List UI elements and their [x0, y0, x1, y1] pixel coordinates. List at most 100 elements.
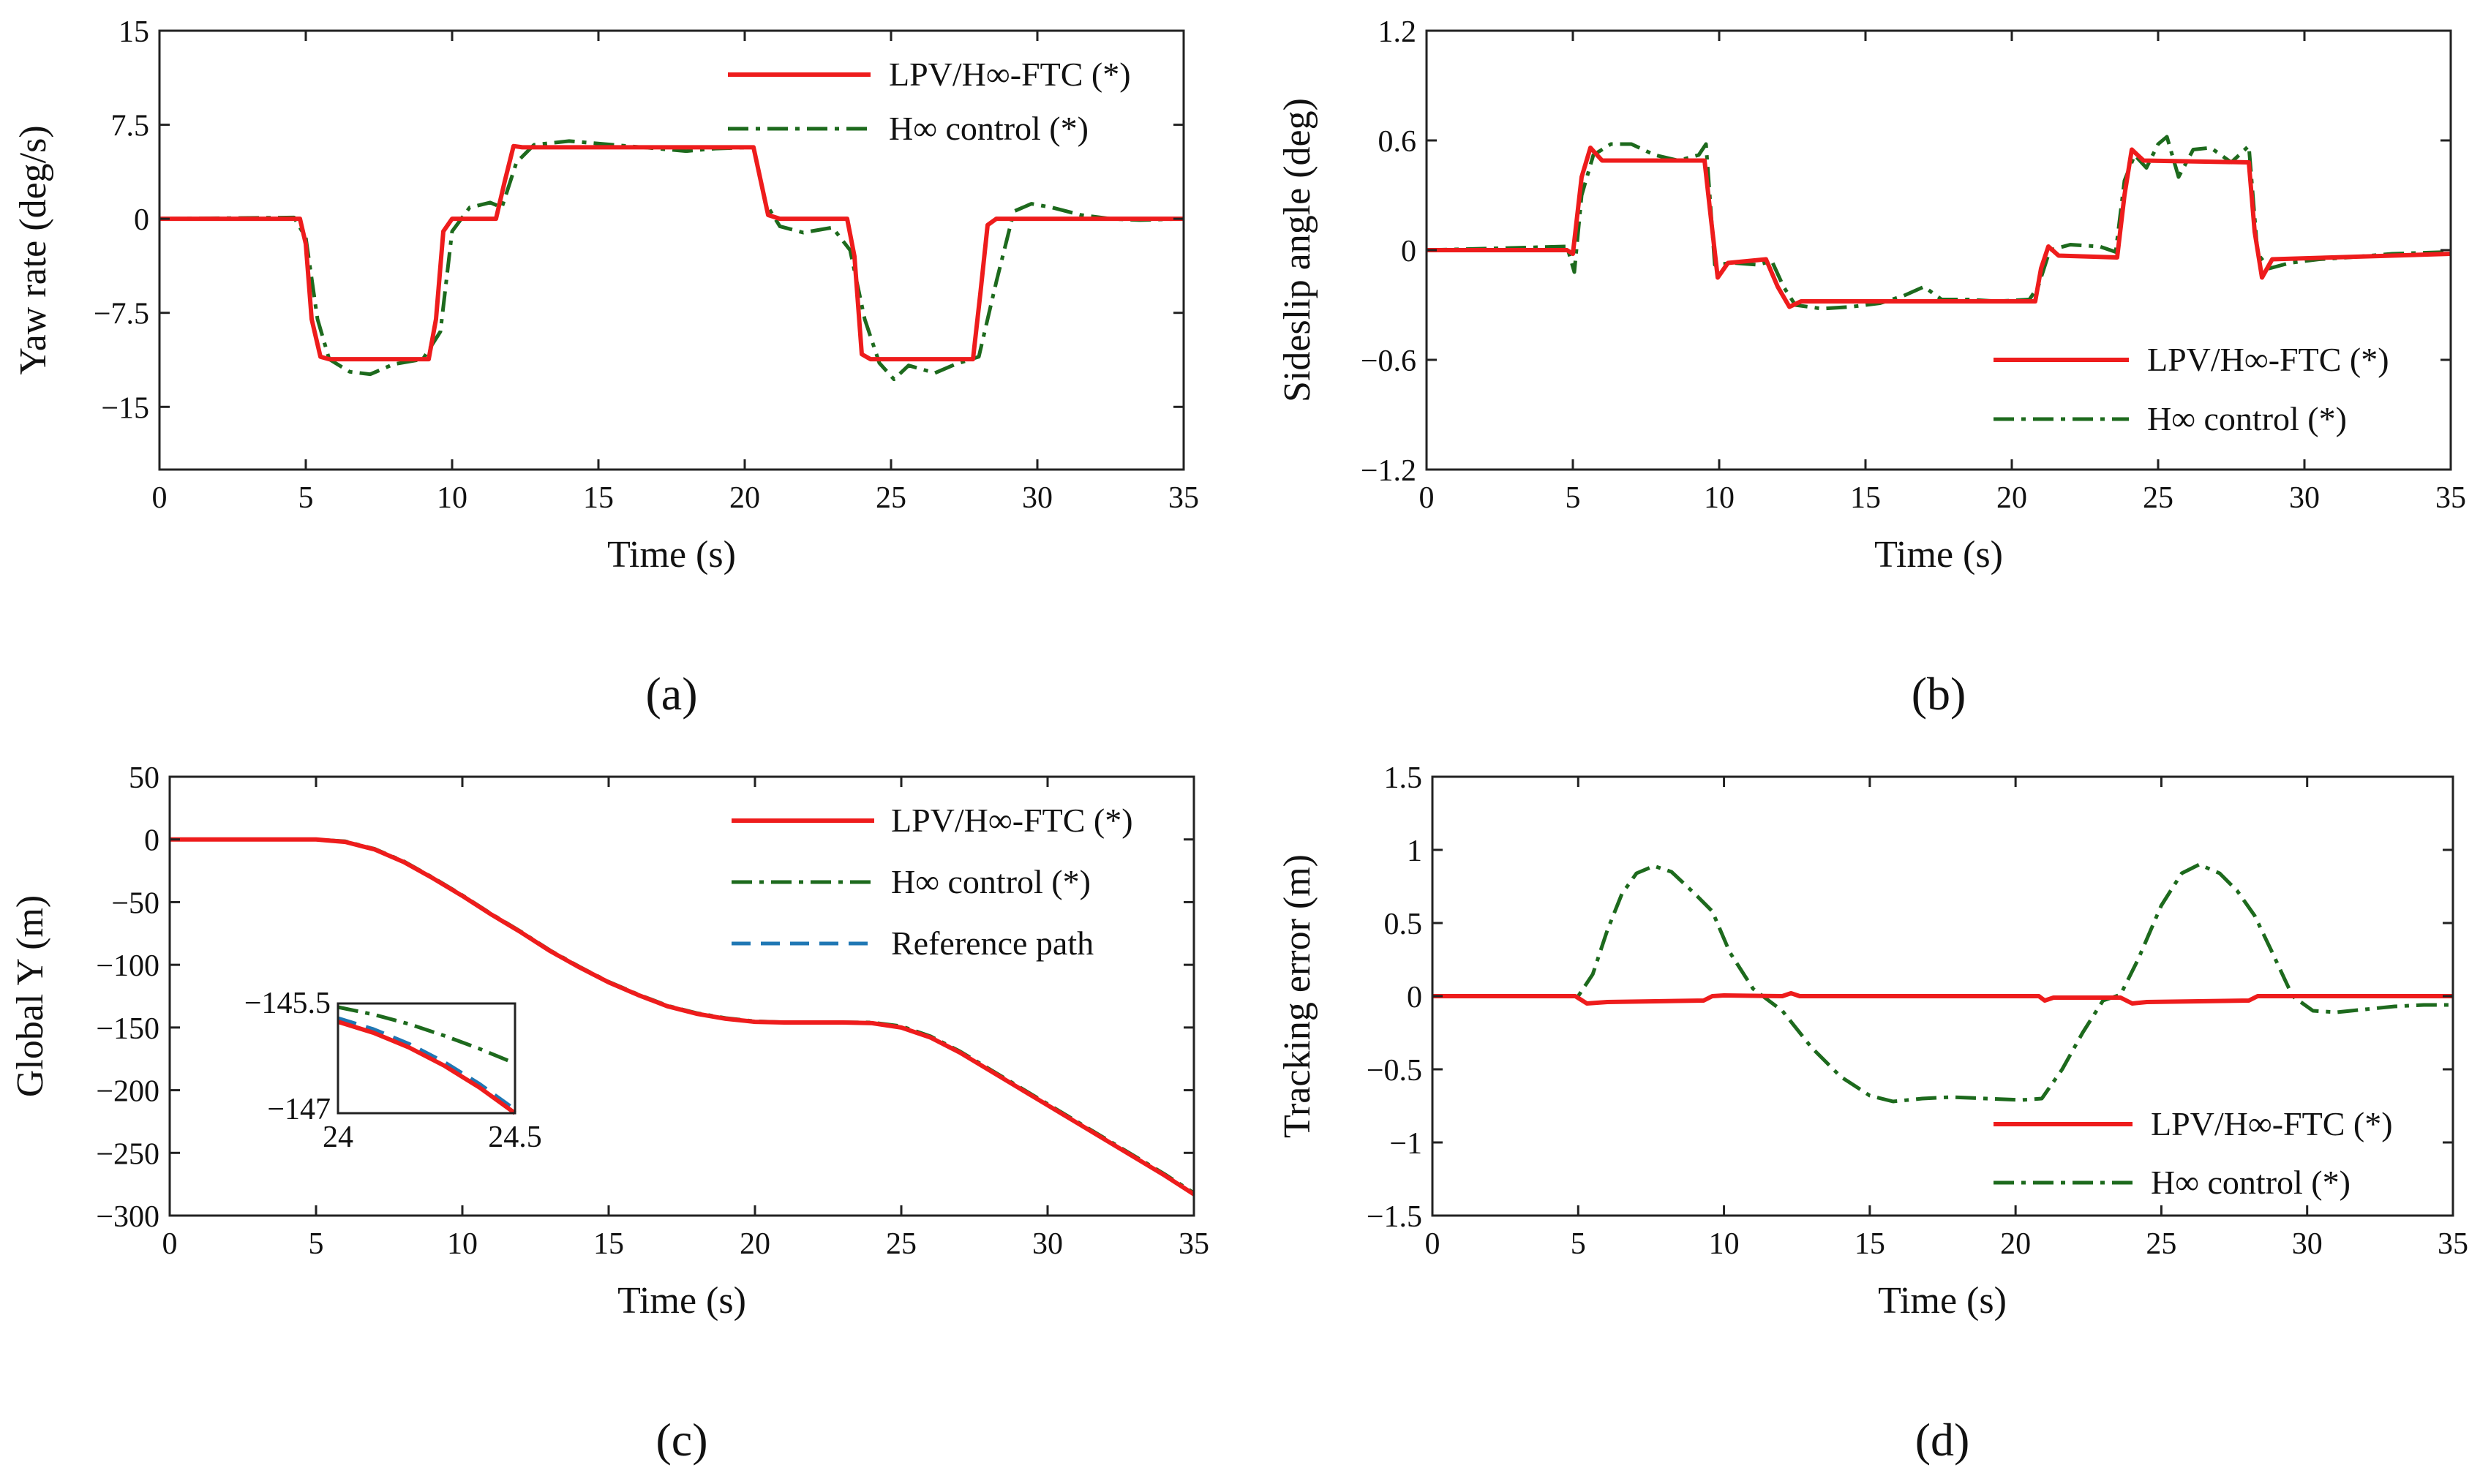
panel-a-ytick-label: 15 — [119, 15, 149, 49]
panel-c-legend-hinf-label: H∞ control (*) — [891, 863, 1091, 900]
panel-c-xtick-label: 5 — [309, 1227, 324, 1261]
panel-b-xtick-label: 20 — [1996, 481, 2027, 515]
panel-c-ytick-label: −50 — [111, 886, 159, 920]
panel-b-legend-ftc-label: LPV/H∞-FTC (*) — [2147, 341, 2389, 378]
panel-b-xtick-label: 35 — [2435, 481, 2466, 515]
panel-a-ticks: 0 5 10 15 20 25 30 35 15 7.5 0 −7.5 −15 — [94, 15, 1199, 515]
panel-c-inset-series-hinf — [337, 1005, 516, 1066]
panel-b-xtick-label: 25 — [2143, 481, 2173, 515]
panel-a-ytick-label: 0 — [134, 203, 149, 237]
panel-a-ytick-label: −7.5 — [94, 298, 149, 331]
panel-b-xtick-label: 30 — [2289, 481, 2320, 515]
panel-c-xtick-label: 25 — [886, 1227, 917, 1261]
panel-c-ytick-label: 50 — [129, 761, 159, 795]
panel-b-ytick-label: 0.6 — [1378, 125, 1417, 159]
panel-d-xtick-label: 10 — [1709, 1227, 1740, 1261]
panel-c-xtick-label: 0 — [162, 1227, 178, 1261]
panel-c: 0 5 10 15 20 25 30 35 50 0 −50 −100 −150 −200 −250 −300… — [10, 761, 1209, 1466]
panel-d-ytick-label: 1 — [1407, 835, 1422, 868]
panel-a-ytick-label: −15 — [101, 391, 149, 425]
panel-c-xtick-label: 20 — [740, 1227, 770, 1261]
panel-c-ticks: 0 5 10 15 20 25 30 35 50 0 −50 −100 −150 −200 −250 −300 — [96, 761, 1209, 1261]
panel-d-ytick-label: −0.5 — [1367, 1054, 1422, 1088]
panel-c-inset-ytick-bottom: −147 — [267, 1093, 331, 1126]
panel-b-xtick-label: 10 — [1704, 481, 1735, 515]
panel-c-ytick-label: −250 — [96, 1137, 159, 1171]
panel-d-xtick-label: 30 — [2292, 1227, 2323, 1261]
panel-c-inset-series — [337, 1005, 516, 1115]
panel-a: 0 5 10 15 20 25 30 35 15 7.5 0 −7.5 −15 Time (s) Yaw… — [12, 15, 1199, 720]
panel-a-xtick-label: 35 — [1168, 481, 1199, 515]
panel-d-xtick-label: 20 — [2000, 1227, 2031, 1261]
panel-c-plot-frame — [168, 775, 1195, 1217]
panel-d-series — [1432, 862, 2453, 1104]
panel-a-legend: LPV/H∞-FTC (*) H∞ control (*) — [728, 56, 1131, 147]
panel-a-series — [159, 139, 1184, 382]
panel-a-xtick-label: 25 — [876, 481, 906, 515]
panel-b-xlabel: Time (s) — [1874, 534, 2003, 576]
panel-b-xtick-label: 15 — [1850, 481, 1881, 515]
panel-c-inset-series-ftc — [337, 1020, 516, 1115]
panel-d: 0 5 10 15 20 25 30 35 1.5 1 0.5 0 −0.5 −1 −1.5 Time (s… — [1277, 761, 2468, 1466]
panel-c-inset-series-ref — [337, 1016, 516, 1112]
panel-b-legend-hinf-label: H∞ control (*) — [2147, 400, 2347, 437]
panel-d-ytick-label: −1 — [1389, 1127, 1422, 1161]
panel-d-ytick-label: 0.5 — [1384, 908, 1423, 941]
panel-b-ticks: 0 5 10 15 20 25 30 35 1.2 0.6 0 −0.6 −1.2 — [1361, 15, 2466, 515]
panel-d-ytick-label: 0 — [1407, 981, 1422, 1014]
panel-c-xtick-label: 15 — [593, 1227, 624, 1261]
panel-c-legend-ftc-label: LPV/H∞-FTC (*) — [891, 802, 1133, 839]
panel-a-xtick-label: 0 — [152, 481, 168, 515]
panel-a-xtick-label: 10 — [437, 481, 467, 515]
panel-d-series-ftc — [1432, 991, 2453, 1006]
panel-a-series-ftc — [159, 143, 1184, 362]
panel-b-ytick-label: 0 — [1401, 235, 1416, 268]
panel-b-xtick-label: 5 — [1566, 481, 1581, 515]
panel-a-xlabel: Time (s) — [607, 534, 736, 576]
panel-c-xlabel: Time (s) — [617, 1280, 746, 1322]
panel-a-xtick-label: 15 — [583, 481, 614, 515]
panel-c-ylabel: Global Y (m) — [10, 895, 51, 1097]
panel-a-series-hinf — [159, 139, 1184, 382]
panel-d-xtick-label: 25 — [2146, 1227, 2176, 1261]
panel-d-xtick-label: 15 — [1855, 1227, 1885, 1261]
panel-a-plot-frame — [158, 29, 1185, 471]
panel-b-xtick-label: 0 — [1419, 481, 1435, 515]
panel-d-caption: (d) — [1915, 1414, 1970, 1466]
panel-a-xtick-label: 20 — [729, 481, 760, 515]
panel-b-ytick-label: 1.2 — [1378, 15, 1417, 49]
panel-c-inset-xtick-right: 24.5 — [488, 1120, 542, 1154]
panel-b-caption: (b) — [1912, 668, 1966, 720]
panel-b-ytick-label: −0.6 — [1361, 344, 1416, 378]
panel-c-ytick-label: 0 — [144, 824, 159, 858]
panel-d-xtick-label: 0 — [1425, 1227, 1440, 1261]
panel-d-ytick-label: 1.5 — [1384, 761, 1423, 795]
panel-c-ytick-label: −100 — [96, 949, 159, 983]
panel-b: 0 5 10 15 20 25 30 35 1.2 0.6 0 −0.6 −1.2 Time (s) S… — [1277, 15, 2466, 720]
panel-c-inset-xtick-left: 24 — [323, 1120, 353, 1154]
panel-c-inset: −145.5 −147 24 24.5 — [244, 987, 542, 1154]
panel-d-legend-hinf-label: H∞ control (*) — [2151, 1164, 2351, 1201]
panel-a-xtick-label: 5 — [298, 481, 314, 515]
panel-d-series-hinf — [1432, 862, 2453, 1104]
panel-c-ytick-label: −200 — [96, 1075, 159, 1109]
panel-d-legend-ftc-label: LPV/H∞-FTC (*) — [2151, 1105, 2393, 1142]
panel-d-legend: LPV/H∞-FTC (*) H∞ control (*) — [1994, 1105, 2393, 1201]
panel-c-xtick-label: 10 — [447, 1227, 478, 1261]
panel-a-xtick-label: 30 — [1022, 481, 1053, 515]
panel-b-ylabel: Sideslip angle (deg) — [1277, 98, 1318, 402]
panel-a-ytick-label: 7.5 — [111, 110, 150, 143]
panel-a-ylabel: Yaw rate (deg/s) — [12, 125, 54, 374]
panel-c-xtick-label: 35 — [1179, 1227, 1209, 1261]
panel-c-inset-frame — [337, 1002, 516, 1115]
panel-d-ytick-label: −1.5 — [1367, 1200, 1422, 1234]
panel-c-ytick-label: −300 — [96, 1200, 159, 1234]
panel-c-ytick-label: −150 — [96, 1012, 159, 1046]
panel-c-legend-ref-label: Reference path — [891, 924, 1094, 962]
panel-d-xtick-label: 35 — [2438, 1227, 2468, 1261]
panel-c-xtick-label: 30 — [1032, 1227, 1063, 1261]
panel-c-series — [170, 837, 1195, 1197]
panel-b-series-ftc — [1427, 146, 2451, 309]
panel-a-legend-ftc-label: LPV/H∞-FTC (*) — [889, 56, 1131, 93]
